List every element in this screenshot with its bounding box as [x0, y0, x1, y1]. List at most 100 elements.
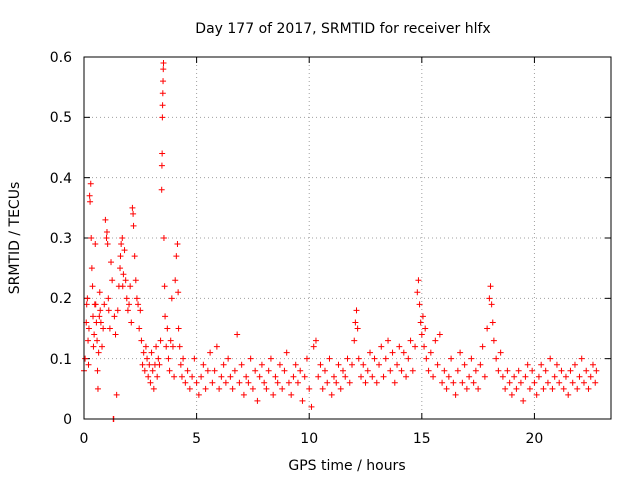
data-point: [333, 379, 340, 386]
data-point: [117, 265, 124, 272]
data-point: [198, 373, 205, 380]
data-point: [272, 373, 279, 380]
data-point: [160, 235, 167, 241]
data-point: [218, 373, 225, 380]
data-point: [96, 289, 103, 296]
data-point: [130, 210, 137, 217]
data-point: [303, 355, 310, 362]
data-point: [106, 325, 113, 332]
data-point: [283, 349, 290, 356]
data-point: [279, 385, 286, 392]
data-point: [511, 373, 518, 380]
data-point: [82, 355, 89, 362]
data-point: [263, 385, 270, 392]
data-point: [389, 349, 396, 356]
data-point: [231, 367, 238, 374]
data-point: [141, 367, 148, 374]
data-point: [349, 361, 356, 368]
data-point: [105, 307, 112, 314]
data-point: [247, 355, 254, 362]
data-point: [236, 379, 243, 386]
data-point: [292, 361, 299, 368]
y-tick-label: 0.4: [50, 171, 72, 187]
data-point: [252, 367, 259, 374]
data-point: [91, 331, 98, 338]
data-point: [294, 379, 301, 386]
data-point: [90, 313, 97, 320]
data-point: [177, 361, 184, 368]
data-point: [443, 385, 450, 392]
data-point: [542, 367, 549, 374]
data-point: [567, 367, 574, 374]
data-point: [114, 307, 121, 314]
data-point: [430, 373, 437, 380]
data-point: [454, 367, 461, 374]
data-point: [419, 313, 426, 320]
data-point: [84, 295, 91, 302]
data-point: [326, 355, 333, 362]
data-point: [344, 355, 351, 362]
data-point: [171, 373, 178, 380]
data-point: [488, 301, 495, 308]
data-point: [133, 295, 140, 302]
data-point: [193, 379, 200, 386]
data-point: [122, 277, 129, 284]
data-point: [499, 373, 506, 380]
data-point: [167, 337, 174, 344]
data-point: [506, 379, 513, 386]
data-point: [529, 367, 536, 374]
data-point: [376, 361, 383, 368]
data-point: [432, 337, 439, 344]
data-point: [178, 373, 185, 380]
data-point: [86, 192, 93, 199]
data-point: [526, 385, 533, 392]
data-point: [94, 367, 101, 374]
data-point: [560, 385, 567, 392]
data-point: [173, 253, 180, 260]
data-point: [265, 367, 272, 374]
data-point: [174, 241, 181, 248]
data-point: [113, 391, 120, 398]
data-point: [111, 313, 118, 320]
data-point: [161, 283, 168, 290]
data-point: [172, 277, 179, 284]
data-point: [249, 385, 256, 392]
data-point: [128, 319, 135, 326]
data-point: [85, 337, 92, 344]
data-point: [405, 355, 412, 362]
data-point: [290, 373, 297, 380]
data-point: [120, 271, 127, 278]
data-point: [487, 283, 494, 290]
data-point: [207, 349, 214, 356]
data-point: [330, 373, 337, 380]
data-point: [308, 403, 315, 410]
data-point: [441, 367, 448, 374]
data-point: [466, 373, 473, 380]
data-point: [94, 337, 101, 344]
data-point: [398, 367, 405, 374]
data-point: [339, 367, 346, 374]
data-point: [146, 361, 153, 368]
data-point: [421, 343, 428, 350]
data-point: [195, 391, 202, 398]
data-point: [245, 379, 252, 386]
data-point: [328, 391, 335, 398]
data-point: [158, 162, 165, 169]
data-point: [452, 391, 459, 398]
data-point: [160, 78, 167, 85]
data-point: [238, 361, 245, 368]
data-point: [463, 385, 470, 392]
data-point: [486, 295, 493, 302]
data-point: [288, 391, 295, 398]
data-point: [182, 379, 189, 386]
data-point: [508, 391, 515, 398]
data-point: [227, 373, 234, 380]
data-point: [258, 361, 265, 368]
data-point: [254, 397, 261, 404]
data-point: [315, 373, 322, 380]
data-point: [434, 361, 441, 368]
data-point: [94, 385, 101, 392]
y-tick-label: 0: [63, 412, 72, 428]
x-axis-label: GPS time / hours: [288, 458, 405, 474]
data-point: [88, 265, 95, 272]
